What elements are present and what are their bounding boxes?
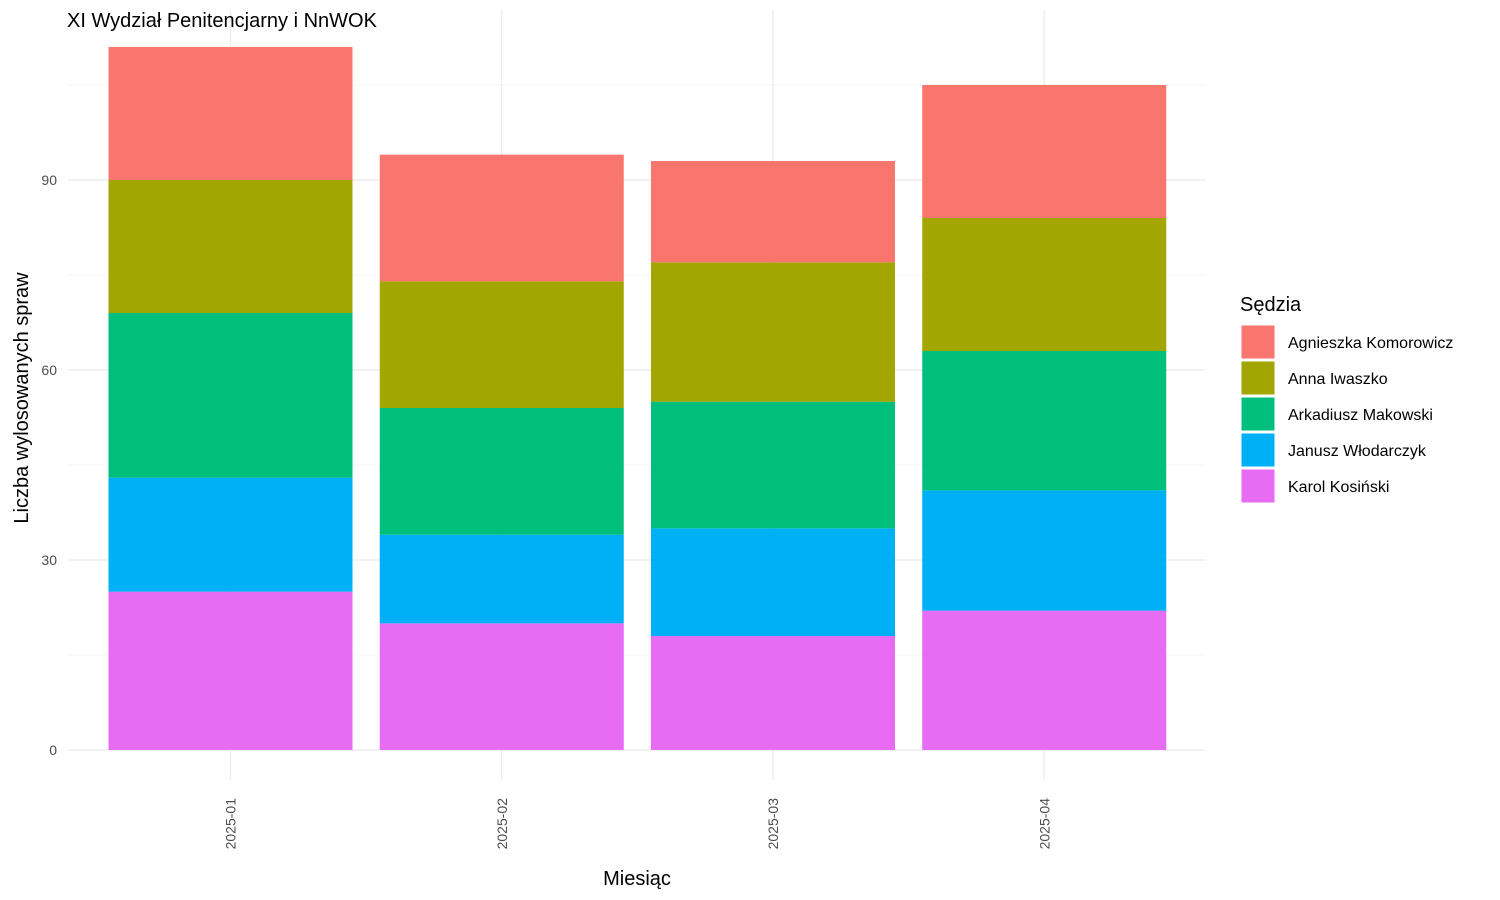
bar-segment — [108, 313, 353, 478]
legend-swatch — [1240, 432, 1276, 468]
bar-segment — [108, 47, 353, 180]
legend-label: Janusz Włodarczyk — [1288, 443, 1427, 460]
bar-segment — [651, 528, 895, 636]
legend-swatch — [1240, 396, 1276, 432]
bar-segment — [379, 534, 624, 624]
legend-label: Karol Kosiński — [1288, 479, 1389, 496]
y-axis-title: Liczba wylosowanych spraw — [11, 272, 33, 524]
bar-segment — [379, 408, 624, 535]
y-tick-label: 0 — [49, 742, 57, 758]
bar-segment — [922, 218, 1167, 351]
bar-segment — [379, 281, 624, 408]
x-axis-title: Miesiąc — [603, 868, 671, 890]
y-axis-ticks: 0 30 60 90 — [41, 172, 57, 758]
y-tick-label: 60 — [41, 362, 57, 378]
bar-segment — [922, 351, 1167, 491]
bar-segment — [379, 623, 624, 750]
legend-label: Anna Iwaszko — [1288, 371, 1388, 388]
bar-segment — [922, 610, 1167, 750]
bars — [108, 47, 1167, 750]
legend-title: Sędzia — [1240, 294, 1302, 316]
bar-segment — [108, 591, 353, 750]
x-tick-label: 2025-02 — [494, 798, 510, 850]
legend-label: Agnieszka Komorowicz — [1288, 335, 1453, 352]
y-tick-label: 30 — [41, 552, 57, 568]
chart-title: XI Wydział Penitencjarny i NnWOK — [67, 10, 378, 32]
bar-segment — [651, 636, 895, 750]
x-tick-label: 2025-04 — [1036, 798, 1052, 850]
legend-swatch — [1240, 468, 1276, 504]
y-tick-label: 90 — [41, 172, 57, 188]
legend-swatch — [1240, 360, 1276, 396]
bar-segment — [108, 477, 353, 592]
legend: Sędzia Agnieszka Komorowicz Anna Iwaszko A… — [1240, 294, 1453, 504]
bar-segment — [379, 154, 624, 282]
x-tick-label: 2025-03 — [765, 798, 781, 850]
bar-segment — [651, 161, 895, 263]
bar-segment — [922, 85, 1167, 218]
bar-segment — [108, 180, 353, 313]
bar-segment — [651, 401, 895, 529]
x-tick-label: 2025-01 — [223, 798, 239, 850]
legend-label: Arkadiusz Makowski — [1288, 407, 1433, 424]
legend-swatch — [1240, 324, 1276, 360]
bar-segment — [922, 490, 1167, 611]
bar-segment — [651, 262, 895, 402]
x-axis-ticks: 2025-01 2025-02 2025-03 2025-04 — [223, 798, 1053, 850]
